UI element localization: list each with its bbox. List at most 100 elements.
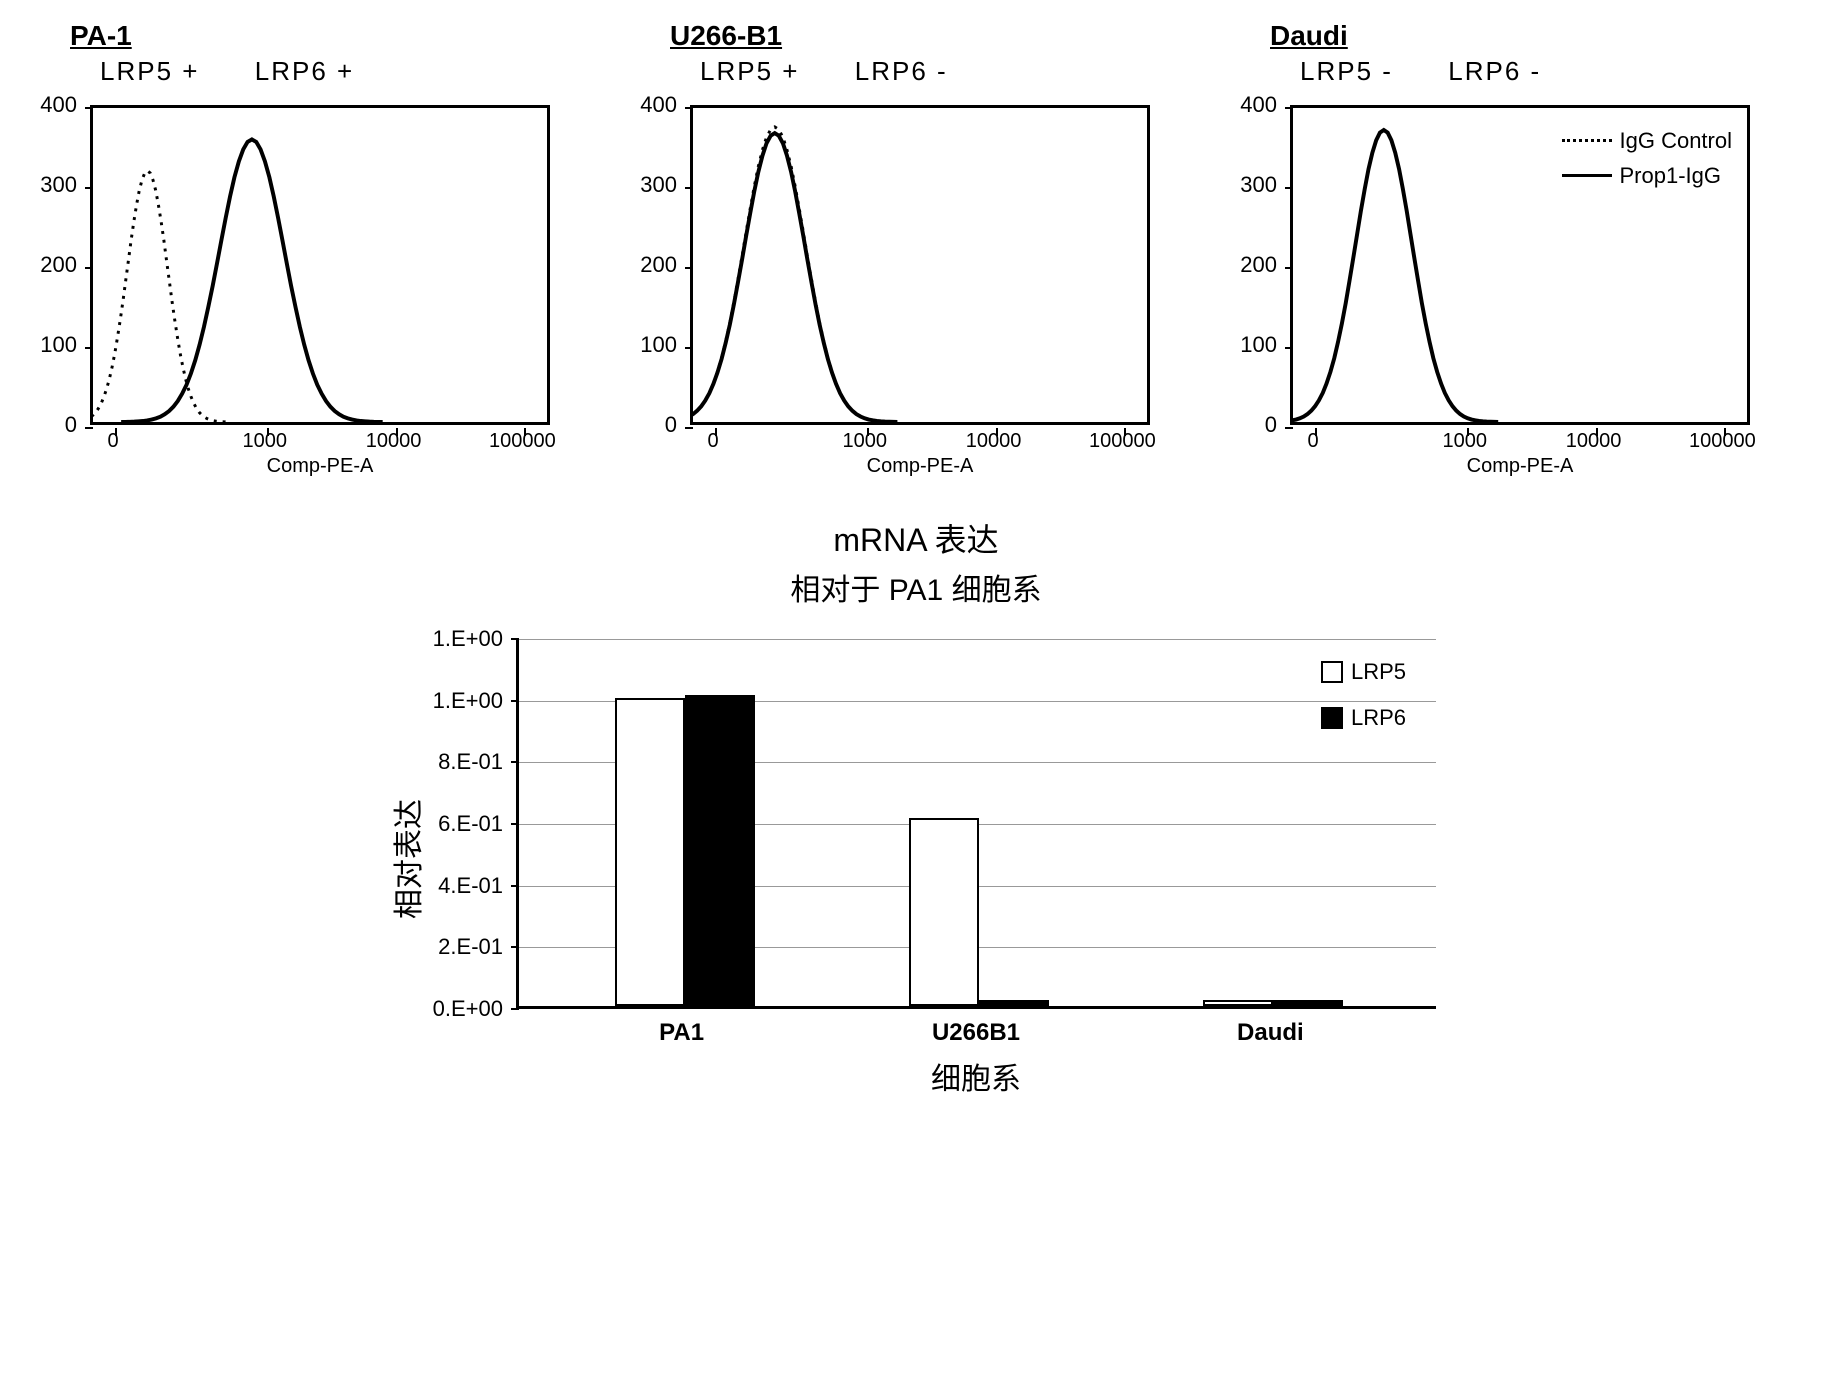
y-axis-labels: 0100200300400: [20, 105, 85, 425]
y-tick: [685, 267, 693, 269]
y-tick: [85, 187, 93, 189]
y-tick-label: 0: [65, 412, 77, 438]
chart-box: [690, 105, 1150, 425]
y-tick: [1285, 427, 1293, 429]
solid-line-icon: [1562, 174, 1612, 177]
bar-y-tick: [511, 700, 519, 702]
x-tick-label: 0: [707, 430, 718, 453]
y-axis-labels: 0100200300400: [620, 105, 685, 425]
flow-chart: 01002003004000100010000100000Comp-PE-A: [620, 95, 1160, 475]
bar-chart-container: 相对表达 0.E+002.E-014.E-016.E-018.E-011.E+0…: [366, 619, 1466, 1099]
flow-panel-pa-1: PA-1 LRP5 + LRP6 + 0 100 200 300 400 0100010000…: [20, 20, 560, 475]
y-tick-label: 200: [1240, 252, 1277, 278]
y-tick-label: 100: [1240, 332, 1277, 358]
dotted-curve: [1293, 130, 1498, 422]
x-tick-label: 1000: [843, 430, 888, 453]
y-tick-label: 400: [40, 92, 77, 118]
bar-chart-subtitle: 相对于 PA1 细胞系: [20, 565, 1812, 609]
y-tick: [685, 347, 693, 349]
x-axis-labels: 0100010000100000: [90, 430, 550, 455]
legend-color-box: [1321, 707, 1343, 729]
bar-y-tick-label: 2.E-01: [438, 934, 503, 960]
bar-x-tick-label: PA1: [659, 1019, 704, 1047]
bar-lrp5-daudi: [1203, 1000, 1273, 1006]
x-tick-label: 0: [1307, 430, 1318, 453]
x-axis-labels: 0100010000100000: [1290, 430, 1750, 455]
x-tick-label: 100000: [1089, 430, 1156, 453]
y-tick-label: 200: [640, 252, 677, 278]
bar-y-tick: [511, 885, 519, 887]
bar-y-tick: [511, 946, 519, 948]
curve-svg: [93, 108, 547, 422]
x-tick-label: 10000: [966, 430, 1022, 453]
legend-series-label: LRP5: [1351, 659, 1406, 685]
bar-lrp6-pa1: [685, 695, 755, 1006]
chart-box: [90, 105, 550, 425]
y-tick: [1285, 107, 1293, 109]
bar-x-tick-label: Daudi: [1237, 1019, 1304, 1047]
bar-lrp5-u266b1: [909, 818, 979, 1006]
panel-title: PA-1: [20, 20, 560, 52]
legend-series-label: LRP6: [1351, 705, 1406, 731]
y-tick: [685, 107, 693, 109]
y-tick-label: 300: [40, 172, 77, 198]
bar-y-tick-label: 0.E+00: [433, 996, 503, 1022]
y-tick-label: 100: [640, 332, 677, 358]
x-tick-label: 10000: [1566, 430, 1622, 453]
bar-y-tick-label: 1.E+00: [433, 626, 503, 652]
bar-legend-item: LRP5: [1321, 659, 1406, 685]
bar-chart-title: mRNA 表达: [20, 515, 1812, 561]
flow-cytometry-row: PA-1LRP5 + LRP6 +01002003004000100010000…: [20, 20, 1812, 475]
x-tick-label: 100000: [489, 430, 556, 453]
flow-legend: IgG ControlProp1-IgG: [1562, 123, 1733, 193]
bar-y-labels: 0.E+002.E-014.E-016.E-018.E-011.E+001.E+…: [426, 639, 511, 1009]
flow-chart: 0 100 200 300 400 0100010000100000Comp-PE-A: [20, 95, 560, 475]
y-tick: [1285, 187, 1293, 189]
x-axis-labels: 0100010000100000: [690, 430, 1150, 455]
flow-panel-daudi: DaudiLRP5 - LRP6 -0100200300400IgG Contr…: [1220, 20, 1760, 475]
y-tick: [85, 427, 93, 429]
bar-y-axis-title: 相对表达: [384, 799, 428, 919]
panel-subtitle: LRP5 + LRP6 +: [20, 56, 560, 87]
y-tick-label: 200: [40, 252, 77, 278]
y-tick: [1285, 267, 1293, 269]
curve-svg: [693, 108, 1147, 422]
y-tick-label: 400: [1240, 92, 1277, 118]
y-tick: [685, 427, 693, 429]
dotted-line-icon: [1562, 139, 1612, 142]
y-tick: [1285, 347, 1293, 349]
bar-chart-section: mRNA 表达 相对于 PA1 细胞系 相对表达 0.E+002.E-014.E…: [20, 515, 1812, 1104]
legend-item: Prop1-IgG: [1562, 158, 1733, 193]
bar-y-tick: [511, 761, 519, 763]
flow-chart: 0100200300400IgG ControlProp1-IgG0100010…: [1220, 95, 1760, 475]
y-tick: [685, 187, 693, 189]
y-tick-label: 300: [640, 172, 677, 198]
y-tick: [85, 267, 93, 269]
x-axis-title: Comp-PE-A: [1290, 455, 1750, 478]
bar-lrp6-u266b1: [979, 1000, 1049, 1006]
gridline: [519, 639, 1436, 640]
panel-subtitle: LRP5 - LRP6 -: [1220, 56, 1760, 87]
x-axis-title: Comp-PE-A: [90, 455, 550, 478]
chart-box: IgG ControlProp1-IgG: [1290, 105, 1750, 425]
x-tick-label: 10000: [366, 430, 422, 453]
bar-x-tick-label: U266B1: [932, 1019, 1020, 1047]
y-tick-label: 0: [665, 412, 677, 438]
y-tick-label: 300: [1240, 172, 1277, 198]
legend-item: IgG Control: [1562, 123, 1733, 158]
bar-y-tick: [511, 823, 519, 825]
solid-curve: [121, 139, 383, 422]
panel-subtitle: LRP5 + LRP6 -: [620, 56, 1160, 87]
bar-plot-area: LRP5 LRP6: [516, 639, 1436, 1009]
x-tick-label: 100000: [1689, 430, 1756, 453]
panel-title: U266-B1: [620, 20, 1160, 52]
legend-color-box: [1321, 661, 1343, 683]
solid-curve: [1293, 130, 1498, 422]
legend-label: IgG Control: [1620, 123, 1733, 158]
bar-y-tick-label: 8.E-01: [438, 749, 503, 775]
y-axis-labels: 0100200300400: [1220, 105, 1285, 425]
y-tick-label: 100: [40, 332, 77, 358]
bar-lrp5-pa1: [615, 698, 685, 1006]
bar-y-tick-label: 1.E+00: [433, 688, 503, 714]
bar-lrp6-daudi: [1273, 1000, 1343, 1006]
